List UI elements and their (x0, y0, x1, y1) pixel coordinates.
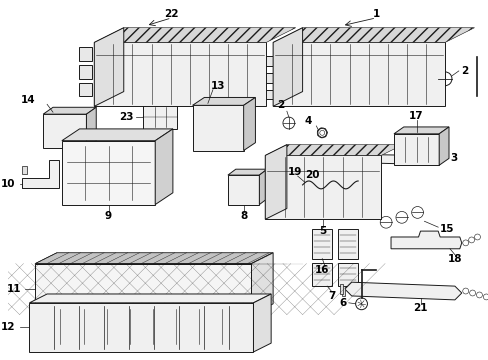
Bar (21, 180, 27, 188)
Polygon shape (61, 129, 173, 141)
Text: 19: 19 (287, 167, 301, 177)
Bar (220, 123, 235, 133)
Bar (255, 90, 273, 99)
Polygon shape (94, 28, 295, 42)
Polygon shape (273, 28, 302, 106)
Bar (231, 180, 241, 189)
Bar (21, 166, 27, 174)
Bar (79, 65, 92, 79)
Polygon shape (339, 284, 342, 294)
Polygon shape (341, 286, 344, 296)
Bar (220, 110, 235, 120)
Bar (47, 122, 57, 142)
Bar (297, 72, 311, 91)
Polygon shape (21, 160, 59, 188)
Text: 5: 5 (319, 226, 326, 236)
Polygon shape (29, 303, 253, 352)
Bar (198, 136, 214, 145)
Text: 18: 18 (447, 253, 461, 264)
Polygon shape (227, 175, 259, 204)
Text: 13: 13 (210, 81, 225, 91)
Text: 7: 7 (328, 291, 335, 301)
Polygon shape (227, 169, 266, 175)
Bar (337, 229, 357, 258)
Bar (198, 110, 214, 120)
Polygon shape (264, 145, 402, 156)
Bar (312, 229, 331, 258)
Bar (245, 192, 255, 201)
Bar (245, 180, 255, 189)
Text: 8: 8 (240, 211, 247, 221)
Text: 22: 22 (164, 9, 179, 19)
Polygon shape (192, 105, 243, 150)
Polygon shape (264, 145, 286, 219)
Polygon shape (390, 231, 461, 249)
Polygon shape (344, 282, 461, 300)
Text: 12: 12 (1, 323, 16, 332)
Polygon shape (264, 156, 381, 219)
Text: 3: 3 (449, 153, 456, 163)
Text: 16: 16 (314, 265, 329, 275)
Polygon shape (86, 107, 96, 148)
Polygon shape (35, 264, 251, 315)
Bar (73, 122, 82, 142)
Text: 9: 9 (105, 211, 112, 221)
Bar (312, 262, 331, 286)
Text: 4: 4 (304, 116, 311, 126)
Polygon shape (94, 28, 123, 106)
Polygon shape (43, 114, 86, 148)
Polygon shape (43, 107, 96, 114)
Bar (60, 122, 70, 142)
Text: 6: 6 (339, 298, 346, 308)
Polygon shape (192, 98, 255, 105)
Bar (79, 48, 92, 61)
Text: 2: 2 (460, 66, 467, 76)
Polygon shape (438, 127, 448, 165)
Polygon shape (273, 28, 473, 42)
Text: 23: 23 (119, 112, 133, 122)
Polygon shape (331, 183, 353, 192)
Polygon shape (155, 129, 173, 204)
Polygon shape (341, 150, 426, 164)
Polygon shape (259, 169, 266, 204)
Polygon shape (253, 294, 270, 352)
Polygon shape (94, 42, 265, 106)
Bar (220, 136, 235, 145)
Polygon shape (346, 175, 366, 185)
Polygon shape (35, 253, 273, 264)
Bar (231, 192, 241, 201)
Bar (198, 123, 214, 133)
Text: 2: 2 (277, 100, 284, 110)
Polygon shape (393, 134, 438, 165)
Bar (357, 177, 366, 185)
Polygon shape (393, 127, 448, 134)
Polygon shape (359, 168, 380, 178)
Text: 21: 21 (412, 303, 427, 313)
Bar (70, 147, 97, 158)
Polygon shape (243, 98, 255, 150)
Text: 1: 1 (372, 9, 379, 19)
Text: 10: 10 (1, 179, 16, 189)
Bar (79, 83, 92, 96)
Bar (337, 262, 357, 286)
Bar (328, 197, 378, 215)
Bar (255, 73, 273, 83)
Bar (143, 105, 177, 129)
Text: 15: 15 (439, 224, 454, 234)
Bar (269, 197, 319, 215)
Polygon shape (29, 294, 270, 303)
Text: 14: 14 (20, 95, 35, 105)
Bar (37, 309, 245, 346)
Bar (255, 56, 273, 66)
Bar (297, 44, 311, 64)
Text: 20: 20 (305, 170, 319, 180)
Text: 17: 17 (408, 111, 423, 121)
Text: 11: 11 (7, 284, 21, 294)
Polygon shape (61, 141, 155, 204)
Polygon shape (251, 253, 273, 315)
Bar (109, 147, 136, 158)
Polygon shape (273, 42, 444, 106)
